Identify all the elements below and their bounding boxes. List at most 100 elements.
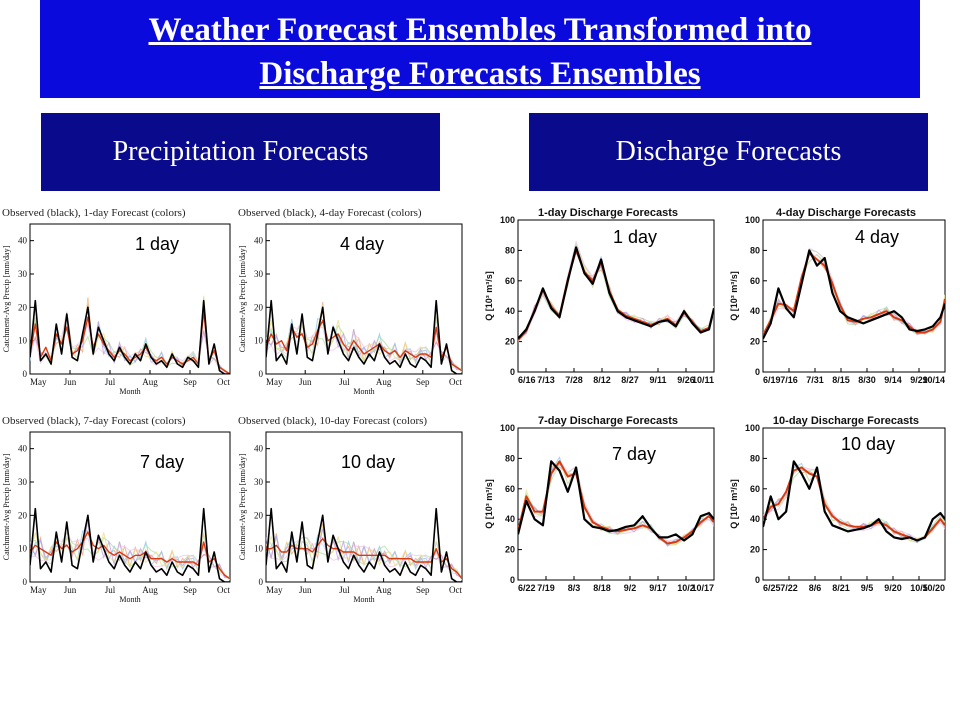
plot-frame <box>762 427 946 581</box>
x-tick-label: Jul <box>339 377 350 387</box>
y-tick-label: 80 <box>750 453 760 463</box>
chart-title: Observed (black), 4-day Forecast (colors… <box>238 207 422 219</box>
x-tick-label: 9/17 <box>649 583 667 593</box>
chart-discharge-10: 10-day Discharge Forecasts 0 20 40 60 80 100 6/… <box>723 410 949 602</box>
chart-svg-discharge-10: 10-day Discharge Forecasts 0 20 40 60 80 100 6/… <box>729 415 946 593</box>
x-tick-label: May <box>266 377 283 387</box>
y-axis-label: Q [10³ m³/s] <box>729 271 739 321</box>
y-tick-label: 40 <box>750 514 760 524</box>
x-tick-label: 9/11 <box>649 375 666 385</box>
forecast-series-line <box>763 252 945 336</box>
chart-precip-1: Observed (black), 1-day Forecast (colors… <box>0 202 234 402</box>
x-tick-label: 8/3 <box>568 583 581 593</box>
y-tick-label: 40 <box>505 306 515 316</box>
x-tick-label: Jul <box>339 585 350 595</box>
y-tick-label: 20 <box>254 302 264 312</box>
ensemble-member-line <box>518 243 714 343</box>
x-tick-label: 7/31 <box>806 375 824 385</box>
title-line-2: Discharge Forecasts Ensembles <box>259 56 701 92</box>
x-tick-label: 9/5 <box>861 583 874 593</box>
x-tick-label: May <box>30 377 47 387</box>
chart-discharge-1: 1-day Discharge Forecasts 0 20 40 60 80 100 6/1… <box>478 202 718 394</box>
forecast-series-line <box>518 460 714 545</box>
x-tick-label: Aug <box>376 377 392 387</box>
y-tick-label: 40 <box>18 236 28 246</box>
chart-svg-discharge-7: 7-day Discharge Forecasts 0 20 40 60 80 100 6/2… <box>484 415 715 593</box>
x-tick-label: Oct <box>449 585 462 595</box>
chart-discharge-4: 4-day Discharge Forecasts 0 20 40 60 80 100 6/1… <box>723 202 949 394</box>
x-tick-label: 10/5 <box>910 583 928 593</box>
x-tick-label: 9/26 <box>677 375 695 385</box>
x-tick-label: Sep <box>183 377 197 387</box>
chart-title: 10-day Discharge Forecasts <box>773 415 919 427</box>
x-tick-label: Sep <box>416 377 430 387</box>
x-tick-label: 9/20 <box>884 583 902 593</box>
x-tick-label: 8/30 <box>858 375 876 385</box>
y-tick-label: 0 <box>259 369 264 379</box>
observed-series-line <box>30 507 230 582</box>
x-tick-label: 9/2 <box>624 583 637 593</box>
y-tick-label: 30 <box>254 269 264 279</box>
y-tick-label: 20 <box>18 510 28 520</box>
y-tick-label: 0 <box>755 575 760 585</box>
ensemble-member-line <box>518 248 714 339</box>
observed-series-line <box>266 507 462 582</box>
y-tick-label: 80 <box>505 453 515 463</box>
y-tick-label: 0 <box>755 367 760 377</box>
x-tick-label: 6/25 <box>763 583 781 593</box>
lead-time-label: 1 day <box>135 234 180 254</box>
chart-svg-precip-7: Observed (black), 7-day Forecast (colors… <box>2 415 231 604</box>
ensemble-member-line <box>518 240 714 342</box>
chart-discharge-7: 7-day Discharge Forecasts 0 20 40 60 80 100 6/2… <box>478 410 718 602</box>
y-tick-label: 10 <box>254 544 264 554</box>
observed-series-line <box>518 460 714 542</box>
chart-precip-7: Observed (black), 7-day Forecast (colors… <box>0 410 234 610</box>
x-tick-label: 7/13 <box>537 375 555 385</box>
x-tick-label: 10/2 <box>677 583 695 593</box>
x-tick-label: 6/22 <box>518 583 536 593</box>
title-line-1: Weather Forecast Ensembles Transformed i… <box>148 12 812 48</box>
x-tick-label: 6/16 <box>518 375 536 385</box>
plot-frame <box>517 219 715 373</box>
section-header-discharge: Discharge Forecasts <box>529 113 928 191</box>
x-tick-label: Jul <box>105 585 116 595</box>
y-tick-label: 60 <box>750 276 760 286</box>
x-axis-label: Month <box>119 595 140 604</box>
chart-title: Observed (black), 10-day Forecast (color… <box>238 415 427 427</box>
section-header-precipitation: Precipitation Forecasts <box>41 113 440 191</box>
chart-svg-precip-10: Observed (black), 10-day Forecast (color… <box>238 415 463 604</box>
lead-time-label: 10 day <box>341 452 396 472</box>
y-tick-label: 40 <box>750 306 760 316</box>
y-tick-label: 80 <box>505 245 515 255</box>
plot-area <box>518 456 714 547</box>
y-tick-label: 100 <box>745 423 760 433</box>
x-tick-label: Aug <box>142 377 158 387</box>
chart-title: 7-day Discharge Forecasts <box>538 415 678 427</box>
chart-precip-10: Observed (black), 10-day Forecast (color… <box>236 410 466 610</box>
y-tick-label: 60 <box>505 484 515 494</box>
chart-precip-4: Observed (black), 4-day Forecast (colors… <box>236 202 466 402</box>
forecast-series-line <box>518 249 714 341</box>
x-tick-label: Sep <box>183 585 197 595</box>
y-axis-label: Q [10³ m³/s] <box>729 479 739 529</box>
y-tick-label: 20 <box>18 302 28 312</box>
x-tick-label: 8/27 <box>621 375 639 385</box>
y-tick-label: 20 <box>750 337 760 347</box>
x-tick-label: 8/15 <box>832 375 850 385</box>
x-tick-label: 7/16 <box>780 375 798 385</box>
x-axis-label: Month <box>353 595 374 604</box>
y-tick-label: 30 <box>18 269 28 279</box>
y-tick-label: 0 <box>510 367 515 377</box>
y-tick-label: 60 <box>750 484 760 494</box>
y-tick-label: 10 <box>254 336 264 346</box>
y-tick-label: 40 <box>505 514 515 524</box>
y-tick-label: 30 <box>18 477 28 487</box>
chart-title: 4-day Discharge Forecasts <box>776 207 916 219</box>
x-tick-label: Oct <box>449 377 462 387</box>
x-tick-label: Jun <box>64 377 77 387</box>
y-axis-label: Catchment-Avg Precip [mm/day] <box>238 245 247 352</box>
x-tick-label: 7/22 <box>780 583 798 593</box>
x-tick-label: 9/14 <box>884 375 902 385</box>
plot-frame <box>265 431 463 583</box>
plot-area <box>30 295 230 374</box>
